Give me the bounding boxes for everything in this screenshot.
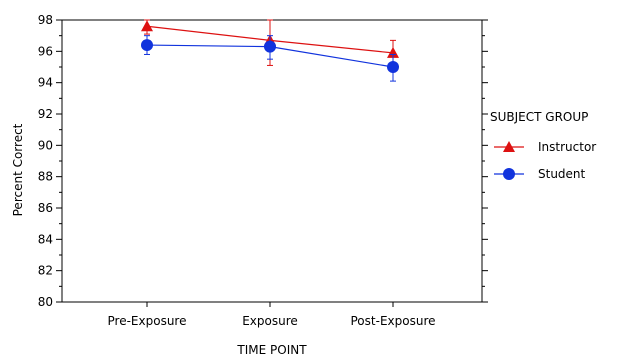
data-point-triangle [387, 46, 399, 58]
series-layer [141, 19, 399, 82]
data-point-circle [264, 40, 276, 53]
legend: SUBJECT GROUP Instructor Student [490, 110, 596, 181]
y-axis-label: Percent Correct [11, 123, 25, 216]
y-tick-label: 92 [38, 107, 53, 121]
y-tick-label: 88 [38, 170, 53, 184]
data-point-circle [387, 61, 399, 73]
y-tick-label: 90 [38, 138, 53, 152]
y-tick-label: 80 [38, 295, 53, 309]
y-tick-label: 86 [38, 201, 53, 215]
y-axis: 80 82 84 86 88 90 92 94 96 98 [38, 13, 488, 309]
legend-label: Instructor [538, 140, 596, 154]
data-point-circle [141, 39, 153, 52]
x-axis-label: TIME POINT [236, 343, 307, 357]
y-tick-label: 84 [38, 232, 53, 246]
series-student [141, 35, 399, 82]
legend-entry-student: Student [494, 167, 586, 181]
legend-label: Student [538, 167, 586, 181]
y-tick-label: 94 [38, 76, 53, 90]
y-tick-label: 98 [38, 13, 53, 27]
y-tick-label: 96 [38, 44, 53, 58]
legend-entry-instructor: Instructor [494, 140, 596, 154]
x-tick-label: Exposure [242, 314, 298, 328]
x-tick-label: Pre-Exposure [108, 314, 187, 328]
plot-frame [61, 19, 483, 303]
legend-title: SUBJECT GROUP [490, 110, 588, 124]
legend-marker-triangle [503, 141, 515, 152]
x-tick-label: Post-Exposure [351, 314, 436, 328]
x-axis: Pre-Exposure Exposure Post-Exposure [108, 302, 436, 328]
y-tick-label: 82 [38, 264, 53, 278]
plot-border [61, 19, 483, 303]
data-point-triangle [141, 20, 153, 32]
legend-marker-circle [503, 168, 515, 180]
